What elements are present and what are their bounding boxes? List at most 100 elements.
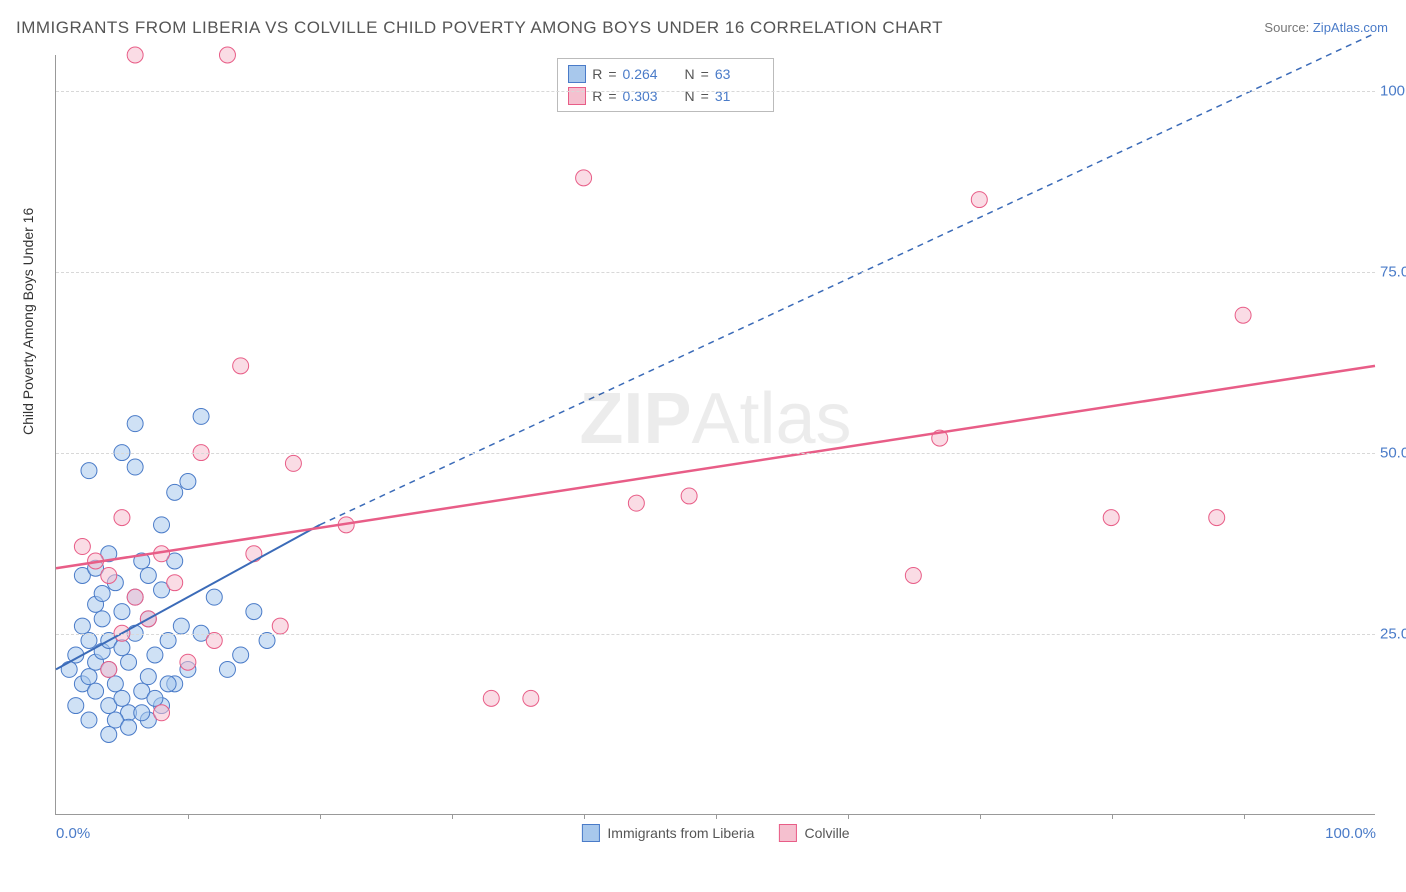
y-tick-label: 100.0% [1380, 83, 1406, 100]
scatter-point [94, 586, 110, 602]
gridline-h [56, 91, 1375, 92]
x-tick-label: 100.0% [1325, 825, 1376, 842]
stats-legend-box: R = 0.264 N = 63 R = 0.303 N = 31 [557, 58, 774, 112]
scatter-point [140, 669, 156, 685]
legend-swatch-1 [778, 824, 796, 842]
scatter-point [219, 47, 235, 63]
scatter-point [246, 604, 262, 620]
scatter-point [88, 683, 104, 699]
scatter-point [114, 510, 130, 526]
scatter-point [971, 192, 987, 208]
scatter-point [206, 589, 222, 605]
scatter-point [107, 676, 123, 692]
scatter-plot-svg [56, 55, 1375, 814]
scatter-point [483, 690, 499, 706]
stats-row-series-1: R = 0.303 N = 31 [568, 85, 763, 107]
scatter-point [180, 654, 196, 670]
scatter-point [121, 654, 137, 670]
r-label: R [592, 66, 602, 82]
source-label: Source: [1264, 20, 1309, 35]
scatter-point [219, 661, 235, 677]
y-tick-label: 50.0% [1380, 445, 1406, 462]
scatter-point [285, 455, 301, 471]
scatter-point [127, 416, 143, 432]
scatter-point [81, 463, 97, 479]
scatter-point [61, 661, 77, 677]
scatter-point [147, 647, 163, 663]
scatter-point [233, 647, 249, 663]
scatter-point [121, 719, 137, 735]
x-tick-label: 0.0% [56, 825, 90, 842]
source-link[interactable]: ZipAtlas.com [1313, 20, 1388, 35]
scatter-point [101, 567, 117, 583]
x-minor-tick [1112, 814, 1113, 819]
scatter-point [114, 640, 130, 656]
scatter-point [114, 604, 130, 620]
gridline-h [56, 634, 1375, 635]
legend-item-0: Immigrants from Liberia [581, 824, 754, 842]
scatter-point [147, 690, 163, 706]
scatter-point [101, 726, 117, 742]
swatch-series-1 [568, 87, 586, 105]
scatter-point [140, 567, 156, 583]
scatter-point [114, 690, 130, 706]
stats-row-series-0: R = 0.264 N = 63 [568, 63, 763, 85]
y-tick-label: 25.0% [1380, 626, 1406, 643]
scatter-point [160, 676, 176, 692]
x-minor-tick [320, 814, 321, 819]
x-minor-tick [716, 814, 717, 819]
scatter-point [101, 661, 117, 677]
scatter-point [523, 690, 539, 706]
gridline-h [56, 272, 1375, 273]
gridline-h [56, 453, 1375, 454]
scatter-point [193, 408, 209, 424]
x-minor-tick [188, 814, 189, 819]
y-axis-title: Child Poverty Among Boys Under 16 [20, 208, 36, 435]
x-minor-tick [1244, 814, 1245, 819]
legend-label-1: Colville [804, 825, 849, 841]
trend-line-extrapolated [320, 33, 1375, 525]
scatter-point [905, 567, 921, 583]
x-minor-tick [452, 814, 453, 819]
scatter-point [272, 618, 288, 634]
scatter-point [628, 495, 644, 511]
legend-label-0: Immigrants from Liberia [607, 825, 754, 841]
scatter-point [94, 611, 110, 627]
x-minor-tick [980, 814, 981, 819]
n-label: N [685, 66, 695, 82]
bottom-legend: Immigrants from Liberia Colville [581, 824, 849, 842]
scatter-point [180, 473, 196, 489]
scatter-point [173, 618, 189, 634]
scatter-point [576, 170, 592, 186]
chart-plot-area: ZIPAtlas R = 0.264 N = 63 R = 0.303 N = … [55, 55, 1375, 815]
chart-title: IMMIGRANTS FROM LIBERIA VS COLVILLE CHIL… [16, 18, 943, 38]
scatter-point [1209, 510, 1225, 526]
source-attribution: Source: ZipAtlas.com [1264, 20, 1388, 35]
r-value-0: 0.264 [623, 66, 671, 82]
scatter-point [81, 669, 97, 685]
scatter-point [154, 517, 170, 533]
equals: = [608, 66, 616, 82]
scatter-point [167, 484, 183, 500]
x-minor-tick [848, 814, 849, 819]
scatter-point [134, 705, 150, 721]
scatter-point [74, 539, 90, 555]
scatter-point [233, 358, 249, 374]
legend-item-1: Colville [778, 824, 849, 842]
x-minor-tick [584, 814, 585, 819]
scatter-point [167, 575, 183, 591]
scatter-point [68, 698, 84, 714]
trend-line [56, 366, 1375, 568]
scatter-point [74, 618, 90, 634]
scatter-point [127, 47, 143, 63]
scatter-point [127, 589, 143, 605]
scatter-point [681, 488, 697, 504]
scatter-point [81, 712, 97, 728]
scatter-point [127, 459, 143, 475]
scatter-point [1235, 307, 1251, 323]
n-value-0: 63 [715, 66, 763, 82]
legend-swatch-0 [581, 824, 599, 842]
scatter-point [246, 546, 262, 562]
swatch-series-0 [568, 65, 586, 83]
scatter-point [154, 705, 170, 721]
